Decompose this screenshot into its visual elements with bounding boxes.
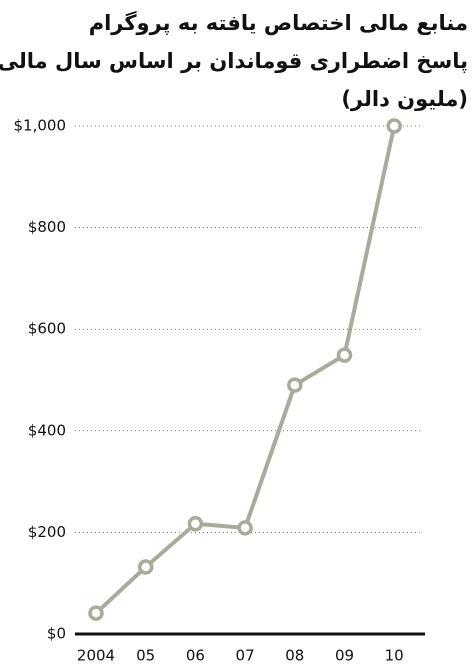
title-line: منابع مالی اختصاص یافته به پروگرام (88, 11, 468, 35)
x-tick-label: 10 (385, 647, 404, 664)
y-tick-label: $400 (28, 421, 66, 439)
line (94, 125, 397, 615)
y-tick-label: $200 (28, 523, 66, 541)
title-line: پاسخ اضطراری قوماندان بر اساس سال مالی (0, 49, 468, 73)
title-line: (ملیون دالر) (341, 87, 468, 111)
marker (88, 605, 104, 621)
y-tick-label: $1,000 (14, 117, 67, 135)
x-tick-label: 05 (136, 647, 155, 664)
marker (237, 520, 253, 536)
marker (187, 516, 204, 532)
marker (137, 559, 154, 575)
y-tick-label: $800 (28, 218, 66, 236)
y-tick-label: $600 (28, 320, 66, 338)
y-tick-label: $0 (47, 625, 66, 643)
x-tick-label: 07 (236, 647, 255, 664)
marker (336, 347, 353, 363)
marker (386, 118, 402, 134)
marker (287, 377, 303, 393)
chart-title: منابع مالی اختصاص یافته به پروگرام پاسخ … (0, 4, 468, 118)
x-tick-label: 08 (285, 647, 304, 664)
x-tick-label: 06 (186, 647, 205, 664)
x-tick-label: 09 (335, 647, 354, 664)
x-tick-label: 2004 (77, 647, 115, 664)
